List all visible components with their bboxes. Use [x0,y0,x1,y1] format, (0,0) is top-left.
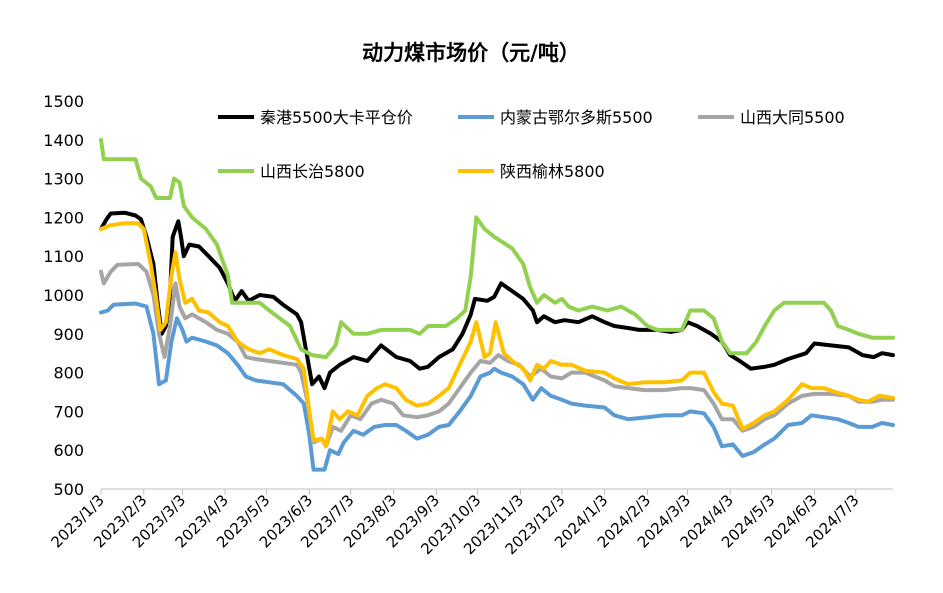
y-tick-label: 600 [53,441,84,460]
series-line-2 [99,301,895,472]
y-tick-label: 1200 [43,208,84,227]
y-tick-label: 1500 [43,92,84,111]
y-tick-label: 1300 [43,170,84,189]
legend: 秦港5500大卡平仓价 内蒙古鄂尔多斯5500 山西大同5500 山西长治5800 陕西… [218,108,845,181]
y-tick-label: 900 [53,325,84,344]
y-tick-label: 1100 [43,247,84,266]
y-axis: 500 600 700 800 900 1000 1100 1200 1300 1400 1500 [43,92,84,499]
x-axis: 2023/1/32023/2/32023/3/32023/4/32023/5/3… [47,488,893,558]
y-tick-label: 800 [53,364,84,383]
legend-label: 山西长治5800 [260,162,365,181]
series-line-3 [99,262,895,449]
legend-label: 陕西榆林5800 [500,162,605,181]
chart-title: 动力煤市场价（元/吨） [362,41,580,65]
y-tick-label: 700 [53,402,84,421]
series-line-4 [99,137,895,360]
series-lines [99,137,895,472]
y-tick-label: 1000 [43,286,84,305]
y-tick-label: 1400 [43,131,84,150]
legend-label: 山西大同5500 [740,108,845,127]
y-tick-label: 500 [53,480,84,499]
legend-label: 内蒙古鄂尔多斯5500 [500,108,653,127]
legend-label: 秦港5500大卡平仓价 [260,108,413,127]
series-line-5 [99,221,895,449]
